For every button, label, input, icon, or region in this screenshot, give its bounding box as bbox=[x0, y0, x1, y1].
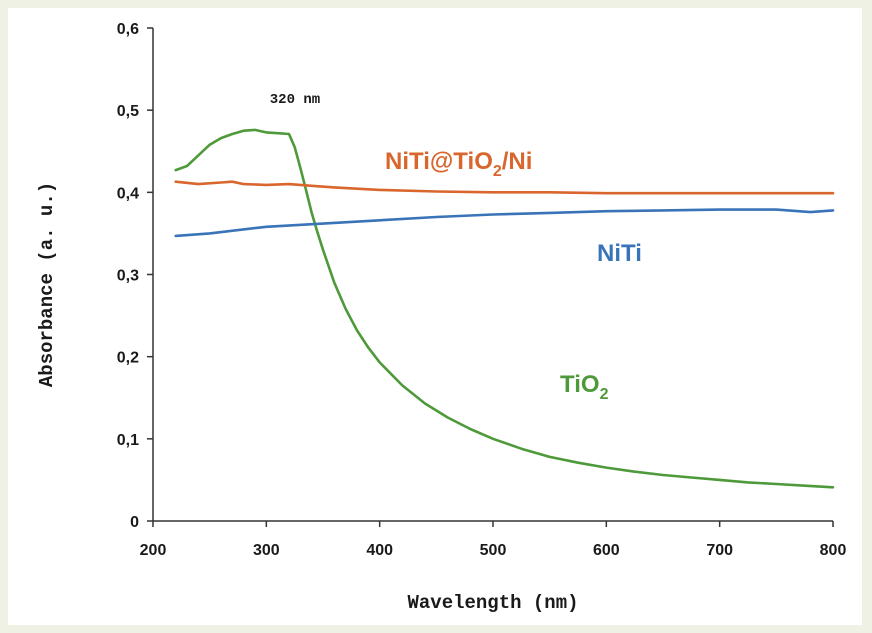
x-tick-label: 500 bbox=[480, 542, 507, 559]
y-tick-label: 0,6 bbox=[117, 21, 139, 38]
y-tick-label: 0,5 bbox=[117, 103, 139, 120]
tio2-line bbox=[174, 128, 835, 489]
x-tick-label: 700 bbox=[706, 542, 733, 559]
y-tick-label: 0,2 bbox=[117, 350, 139, 367]
y-tick-label: 0,3 bbox=[117, 268, 139, 285]
x-tick-label: 600 bbox=[593, 542, 620, 559]
x-tick-label: 400 bbox=[366, 542, 393, 559]
x-tick-label: 300 bbox=[253, 542, 280, 559]
y-tick-label: 0,1 bbox=[117, 432, 139, 449]
y-axis-title: Absorbance (a. u.) bbox=[36, 182, 58, 387]
niti-line bbox=[174, 208, 835, 238]
peak-annotation: 320 nm bbox=[270, 92, 320, 108]
x-tick-label: 800 bbox=[820, 542, 847, 559]
niti-label: NiTi bbox=[597, 240, 642, 267]
nititio2ni-line bbox=[174, 180, 835, 195]
y-tick-label: 0 bbox=[130, 514, 139, 531]
x-axis-title: Wavelength (nm) bbox=[407, 592, 578, 614]
y-tick-label: 0,4 bbox=[117, 185, 139, 202]
x-tick-label: 200 bbox=[140, 542, 167, 559]
tio2-label: TiO2 bbox=[560, 371, 609, 403]
nititio2ni-label: NiTi@TiO2/Ni bbox=[385, 148, 532, 180]
